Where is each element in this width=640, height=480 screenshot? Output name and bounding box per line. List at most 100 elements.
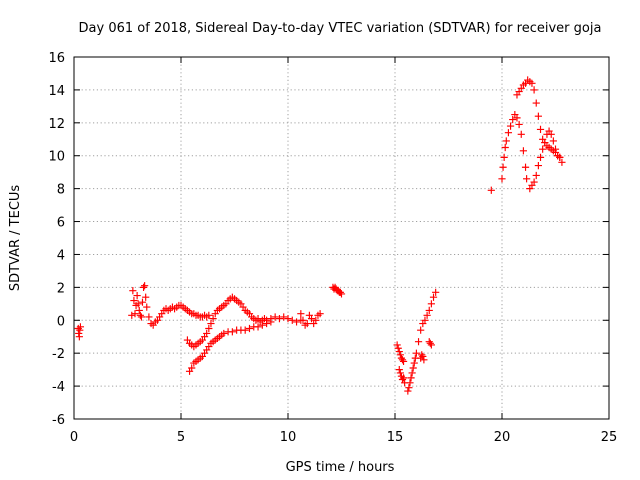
- x-axis-label: GPS time / hours: [286, 460, 395, 475]
- data-point: [139, 283, 148, 291]
- data-point: [406, 379, 414, 387]
- x-tick-label: 25: [601, 430, 618, 445]
- series-seg-f: [329, 283, 346, 298]
- data-point: [536, 153, 545, 161]
- data-points: [74, 76, 566, 395]
- x-tick-label: 20: [494, 430, 511, 445]
- x-tick-label: 0: [70, 430, 78, 445]
- data-point: [292, 318, 301, 326]
- data-point: [337, 290, 346, 298]
- data-point: [267, 318, 275, 326]
- data-point: [130, 296, 138, 305]
- data-point: [138, 298, 147, 306]
- data-point: [502, 137, 510, 145]
- data-point: [547, 130, 555, 138]
- data-point: [558, 158, 566, 166]
- data-point: [280, 313, 288, 321]
- data-point: [417, 326, 425, 334]
- data-point: [284, 315, 292, 323]
- data-point: [134, 300, 142, 308]
- data-point: [419, 352, 427, 361]
- data-point: [207, 319, 215, 328]
- data-point: [396, 351, 404, 359]
- data-point: [418, 351, 426, 359]
- data-point: [395, 366, 403, 374]
- data-point: [523, 175, 531, 183]
- data-point: [408, 369, 416, 377]
- series-seg-m: [526, 127, 564, 193]
- data-point: [409, 364, 417, 372]
- data-point: [423, 311, 431, 319]
- series-seg-g: [393, 341, 409, 387]
- data-point: [241, 326, 249, 334]
- data-point: [203, 329, 211, 338]
- chart-title: Day 061 of 2018, Sidereal Day-to-day VTE…: [79, 21, 602, 36]
- data-point: [515, 120, 523, 129]
- y-tick-label: -6: [52, 413, 65, 428]
- data-point: [128, 311, 136, 319]
- data-point: [205, 311, 213, 319]
- data-point: [205, 324, 213, 333]
- data-point: [499, 163, 507, 171]
- series-seg-b: [128, 282, 213, 329]
- data-point: [405, 384, 413, 392]
- series-seg-k: [498, 110, 531, 183]
- data-point: [539, 145, 547, 153]
- data-point: [336, 288, 345, 296]
- data-point: [136, 311, 144, 319]
- data-point: [532, 99, 540, 107]
- data-point: [398, 356, 407, 364]
- data-point: [254, 323, 262, 331]
- data-point: [143, 303, 151, 311]
- data-point: [307, 315, 316, 323]
- data-point: [412, 349, 420, 357]
- data-point: [517, 130, 525, 138]
- x-tick-label: 5: [177, 430, 185, 445]
- data-point: [145, 313, 153, 321]
- data-point: [188, 364, 196, 372]
- data-point: [551, 145, 560, 153]
- data-point: [303, 319, 311, 328]
- series-seg-c: [183, 293, 305, 351]
- series-seg-i: [417, 338, 435, 364]
- y-tick-label: -4: [52, 380, 65, 395]
- data-point: [133, 291, 141, 300]
- data-point: [76, 323, 85, 331]
- data-point: [534, 112, 542, 120]
- data-point: [263, 319, 271, 328]
- data-point: [410, 359, 418, 367]
- data-point: [395, 347, 403, 356]
- data-point: [509, 115, 517, 124]
- data-point: [131, 310, 139, 318]
- data-point: [209, 315, 217, 323]
- data-point: [427, 341, 435, 349]
- data-point: [420, 356, 428, 364]
- data-point: [532, 171, 540, 180]
- y-tick-label: -2: [52, 347, 65, 362]
- y-axis-label: SDTVAR / TECUs: [8, 185, 23, 292]
- data-point: [393, 341, 401, 349]
- y-tick-label: 10: [48, 150, 65, 165]
- data-point: [425, 306, 433, 314]
- plot-frame: [73, 56, 610, 420]
- data-point: [498, 175, 506, 183]
- y-tick-label: 8: [57, 183, 65, 198]
- series-seg-h: [404, 288, 440, 395]
- data-point: [501, 143, 509, 152]
- data-point: [500, 153, 508, 161]
- data-point: [275, 315, 284, 323]
- y-tick-label: 4: [57, 248, 65, 263]
- data-point: [541, 138, 549, 147]
- data-point: [271, 313, 279, 321]
- data-point: [228, 328, 236, 336]
- series-seg-j: [487, 186, 495, 194]
- data-point: [549, 137, 557, 145]
- data-point: [530, 86, 538, 94]
- data-point: [75, 329, 83, 338]
- data-point: [432, 288, 440, 296]
- data-point: [135, 306, 143, 314]
- data-point: [129, 287, 137, 295]
- data-point: [245, 324, 254, 333]
- data-point: [427, 300, 435, 308]
